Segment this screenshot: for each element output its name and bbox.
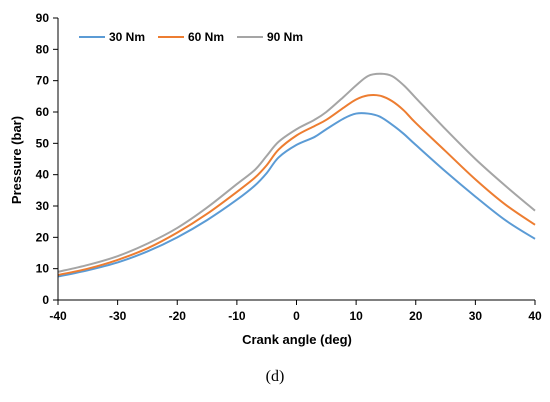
legend-label-2: 60 Nm	[188, 30, 224, 44]
x-tick-label: -10	[228, 309, 246, 323]
x-tick-label: 0	[293, 309, 300, 323]
x-tick-label: -40	[49, 309, 67, 323]
y-tick-label: 10	[36, 262, 50, 276]
y-tick-label: 0	[42, 293, 49, 307]
axes	[53, 17, 536, 305]
chart-area: -40 -30 -20 -10 0 10 20 30 40 0 10 20 30 40 50 60 70 80 90…	[9, 11, 542, 347]
legend-label-1: 30 Nm	[109, 30, 145, 44]
y-tick-label: 50	[36, 136, 50, 150]
series-line-1	[57, 112, 536, 278]
y-tick-label: 90	[36, 11, 50, 25]
x-tick-label: 10	[349, 309, 363, 323]
y-tick-label: 40	[36, 168, 50, 182]
y-tick-label: 60	[36, 105, 50, 119]
series-line-2	[57, 93, 536, 276]
series-line-3	[57, 72, 536, 273]
x-axis-title: Crank angle (deg)	[242, 332, 352, 347]
y-tick-label: 30	[36, 199, 50, 213]
y-axis-title: Pressure (bar)	[9, 116, 24, 204]
x-tick-label: 40	[528, 309, 542, 323]
x-tick-label: -20	[169, 309, 187, 323]
panel-label: (d)	[265, 368, 285, 385]
tick-labels: -40 -30 -20 -10 0 10 20 30 40 0 10 20 30 40 50 60 70 80 90	[36, 11, 542, 323]
y-tick-label: 80	[36, 42, 50, 56]
legend-label-3: 90 Nm	[267, 30, 303, 44]
x-tick-label: -30	[109, 309, 127, 323]
plot-lines	[57, 72, 536, 278]
legend: 30 Nm 60 Nm 90 Nm	[79, 30, 303, 44]
x-tick-label: 20	[409, 309, 423, 323]
y-tick-label: 20	[36, 230, 50, 244]
x-tick-label: 30	[469, 309, 483, 323]
y-tick-label: 70	[36, 74, 50, 88]
